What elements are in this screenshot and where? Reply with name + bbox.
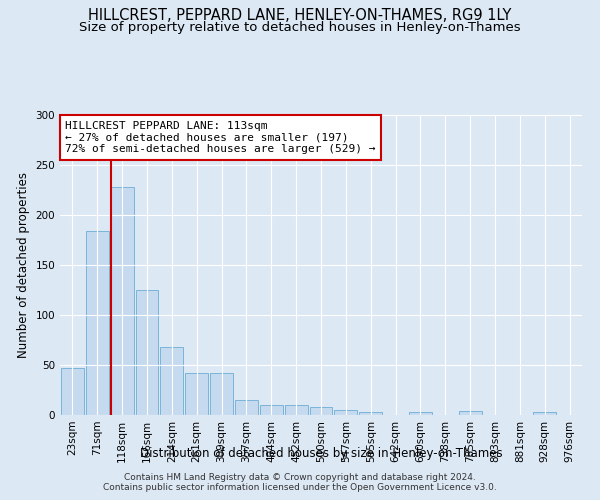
Bar: [111, 187, 134, 415]
Text: Distribution of detached houses by size in Henley-on-Thames: Distribution of detached houses by size …: [140, 448, 502, 460]
Bar: [359, 412, 382, 415]
Bar: [334, 410, 357, 415]
Text: HILLCREST PEPPARD LANE: 113sqm
← 27% of detached houses are smaller (197)
72% of: HILLCREST PEPPARD LANE: 113sqm ← 27% of …: [65, 121, 376, 154]
Bar: [136, 290, 158, 415]
Bar: [533, 412, 556, 415]
Bar: [61, 368, 84, 415]
Bar: [210, 373, 233, 415]
Text: Contains HM Land Registry data © Crown copyright and database right 2024.
Contai: Contains HM Land Registry data © Crown c…: [103, 473, 497, 492]
Bar: [310, 407, 332, 415]
Text: HILLCREST, PEPPARD LANE, HENLEY-ON-THAMES, RG9 1LY: HILLCREST, PEPPARD LANE, HENLEY-ON-THAME…: [88, 8, 512, 22]
Y-axis label: Number of detached properties: Number of detached properties: [17, 172, 30, 358]
Bar: [409, 412, 432, 415]
Text: Size of property relative to detached houses in Henley-on-Thames: Size of property relative to detached ho…: [79, 21, 521, 34]
Bar: [235, 400, 258, 415]
Bar: [459, 411, 482, 415]
Bar: [185, 373, 208, 415]
Bar: [285, 405, 308, 415]
Bar: [160, 347, 183, 415]
Bar: [260, 405, 283, 415]
Bar: [86, 231, 109, 415]
